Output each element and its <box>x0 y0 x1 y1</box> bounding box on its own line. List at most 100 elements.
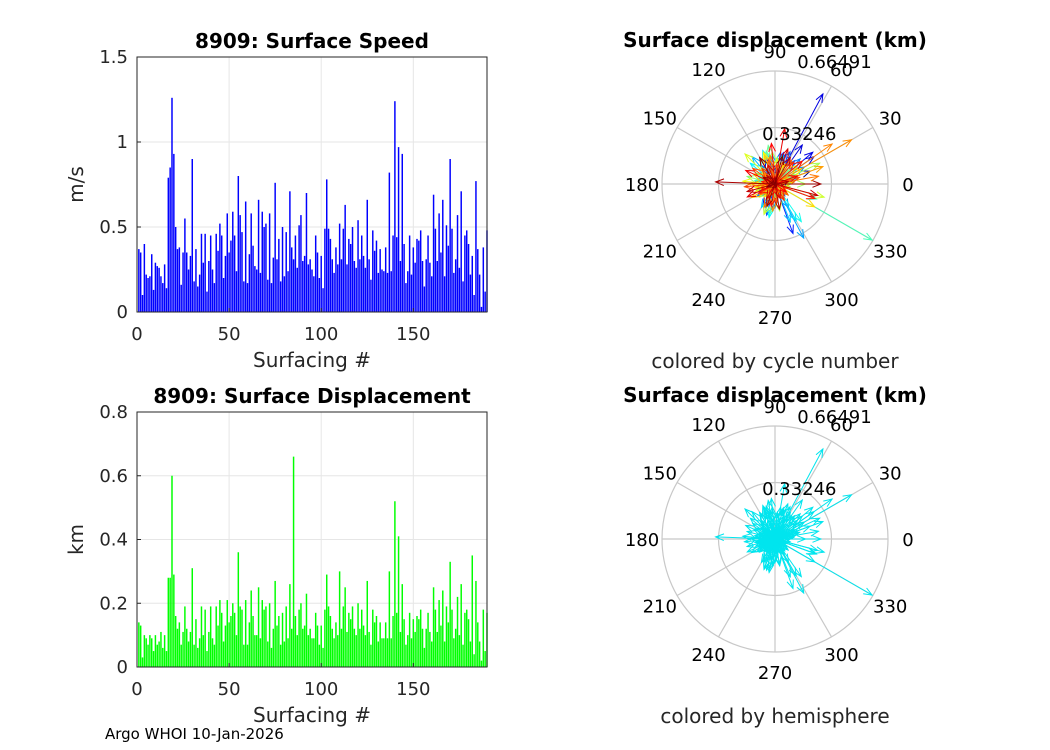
bar <box>274 182 276 312</box>
vector-arrowhead <box>809 174 820 182</box>
bar <box>289 584 291 668</box>
bar <box>462 644 464 667</box>
bar <box>418 619 420 667</box>
bar <box>410 638 413 667</box>
bar <box>173 153 175 312</box>
vector-arrow <box>774 538 816 554</box>
vector-arrow <box>774 128 786 185</box>
bar <box>163 635 166 668</box>
bar <box>427 612 429 667</box>
bar <box>423 286 426 312</box>
vector-arrowhead <box>788 211 797 222</box>
theta-tick-label: 300 <box>824 645 858 666</box>
bar <box>427 235 429 312</box>
bar <box>302 628 304 667</box>
bar <box>346 631 348 667</box>
vector-arrowhead <box>765 174 776 185</box>
bar <box>141 295 144 312</box>
bar <box>237 552 240 667</box>
bar <box>241 232 243 312</box>
vector-arrow <box>774 494 852 540</box>
vector-arrowhead <box>788 175 799 183</box>
vector-arrowhead <box>759 521 769 531</box>
bar <box>154 262 157 312</box>
vector-arrowhead <box>779 482 788 493</box>
vector-arrowhead <box>751 522 762 532</box>
vector-arrowhead <box>793 212 803 223</box>
bar <box>469 641 472 667</box>
r-tick-label: 0.66491 <box>797 407 871 428</box>
bar <box>372 230 374 312</box>
bar <box>222 641 225 667</box>
vector-arrowhead <box>744 508 754 518</box>
bar <box>211 269 214 312</box>
bar <box>322 288 324 312</box>
bar <box>434 609 437 668</box>
bar <box>377 641 380 667</box>
bar <box>410 274 413 312</box>
bar <box>379 622 381 668</box>
bar <box>189 631 192 667</box>
bar <box>169 167 171 312</box>
bar <box>454 259 457 312</box>
vector-arrowhead <box>785 515 795 526</box>
bar <box>145 638 147 667</box>
bar <box>375 616 378 667</box>
theta-tick-label: 240 <box>691 645 725 666</box>
vector-arrowhead <box>743 537 754 545</box>
vector-arrow <box>715 536 776 540</box>
vector-arrowhead <box>774 555 782 566</box>
bar <box>348 612 350 667</box>
bar <box>397 536 400 667</box>
vector-arrow <box>759 512 776 540</box>
bar <box>303 255 306 312</box>
bar <box>226 213 228 312</box>
bar <box>182 252 184 312</box>
vector-arrow <box>774 183 815 208</box>
bar <box>447 245 450 312</box>
bar <box>138 622 140 668</box>
theta-tick-label: 180 <box>625 530 659 551</box>
bar <box>383 271 385 312</box>
bar <box>364 267 367 312</box>
vector-arrow <box>770 498 776 540</box>
vector-arrowhead <box>768 497 776 508</box>
bar <box>178 622 181 668</box>
bar <box>313 276 315 312</box>
vector-arrow <box>774 155 783 185</box>
bar <box>421 261 424 312</box>
vector-arrowhead <box>777 517 785 529</box>
bar <box>335 247 337 312</box>
bar <box>268 603 271 667</box>
bar <box>412 247 415 312</box>
bar <box>226 600 228 667</box>
bar <box>340 259 343 312</box>
vector-arrowhead <box>781 502 789 513</box>
bar <box>278 616 280 667</box>
vector-arrowhead <box>842 139 853 148</box>
bar <box>440 252 442 312</box>
bar <box>274 580 276 667</box>
bar <box>469 274 472 312</box>
bar <box>407 271 409 312</box>
bar <box>298 225 300 312</box>
bar <box>329 616 332 667</box>
bar <box>160 631 162 667</box>
vector-arrowhead <box>774 201 783 213</box>
bar <box>458 267 461 312</box>
vector-arrowhead <box>815 546 826 554</box>
footer-credit: Argo WHOI 10-Jan-2026 <box>105 725 284 743</box>
bar <box>167 177 170 312</box>
vector-arrowhead <box>714 533 725 542</box>
r-tick-label: 0.33246 <box>762 124 836 145</box>
bar <box>392 235 394 312</box>
vector-arrowhead <box>793 567 803 578</box>
vector-arrowhead <box>805 199 816 208</box>
theta-tick-label: 150 <box>643 109 677 130</box>
bar <box>158 267 160 312</box>
bar <box>344 204 346 312</box>
bar <box>333 272 335 312</box>
vector-arrowhead <box>765 529 776 540</box>
bar <box>191 159 193 312</box>
vector-arrow <box>774 148 789 185</box>
